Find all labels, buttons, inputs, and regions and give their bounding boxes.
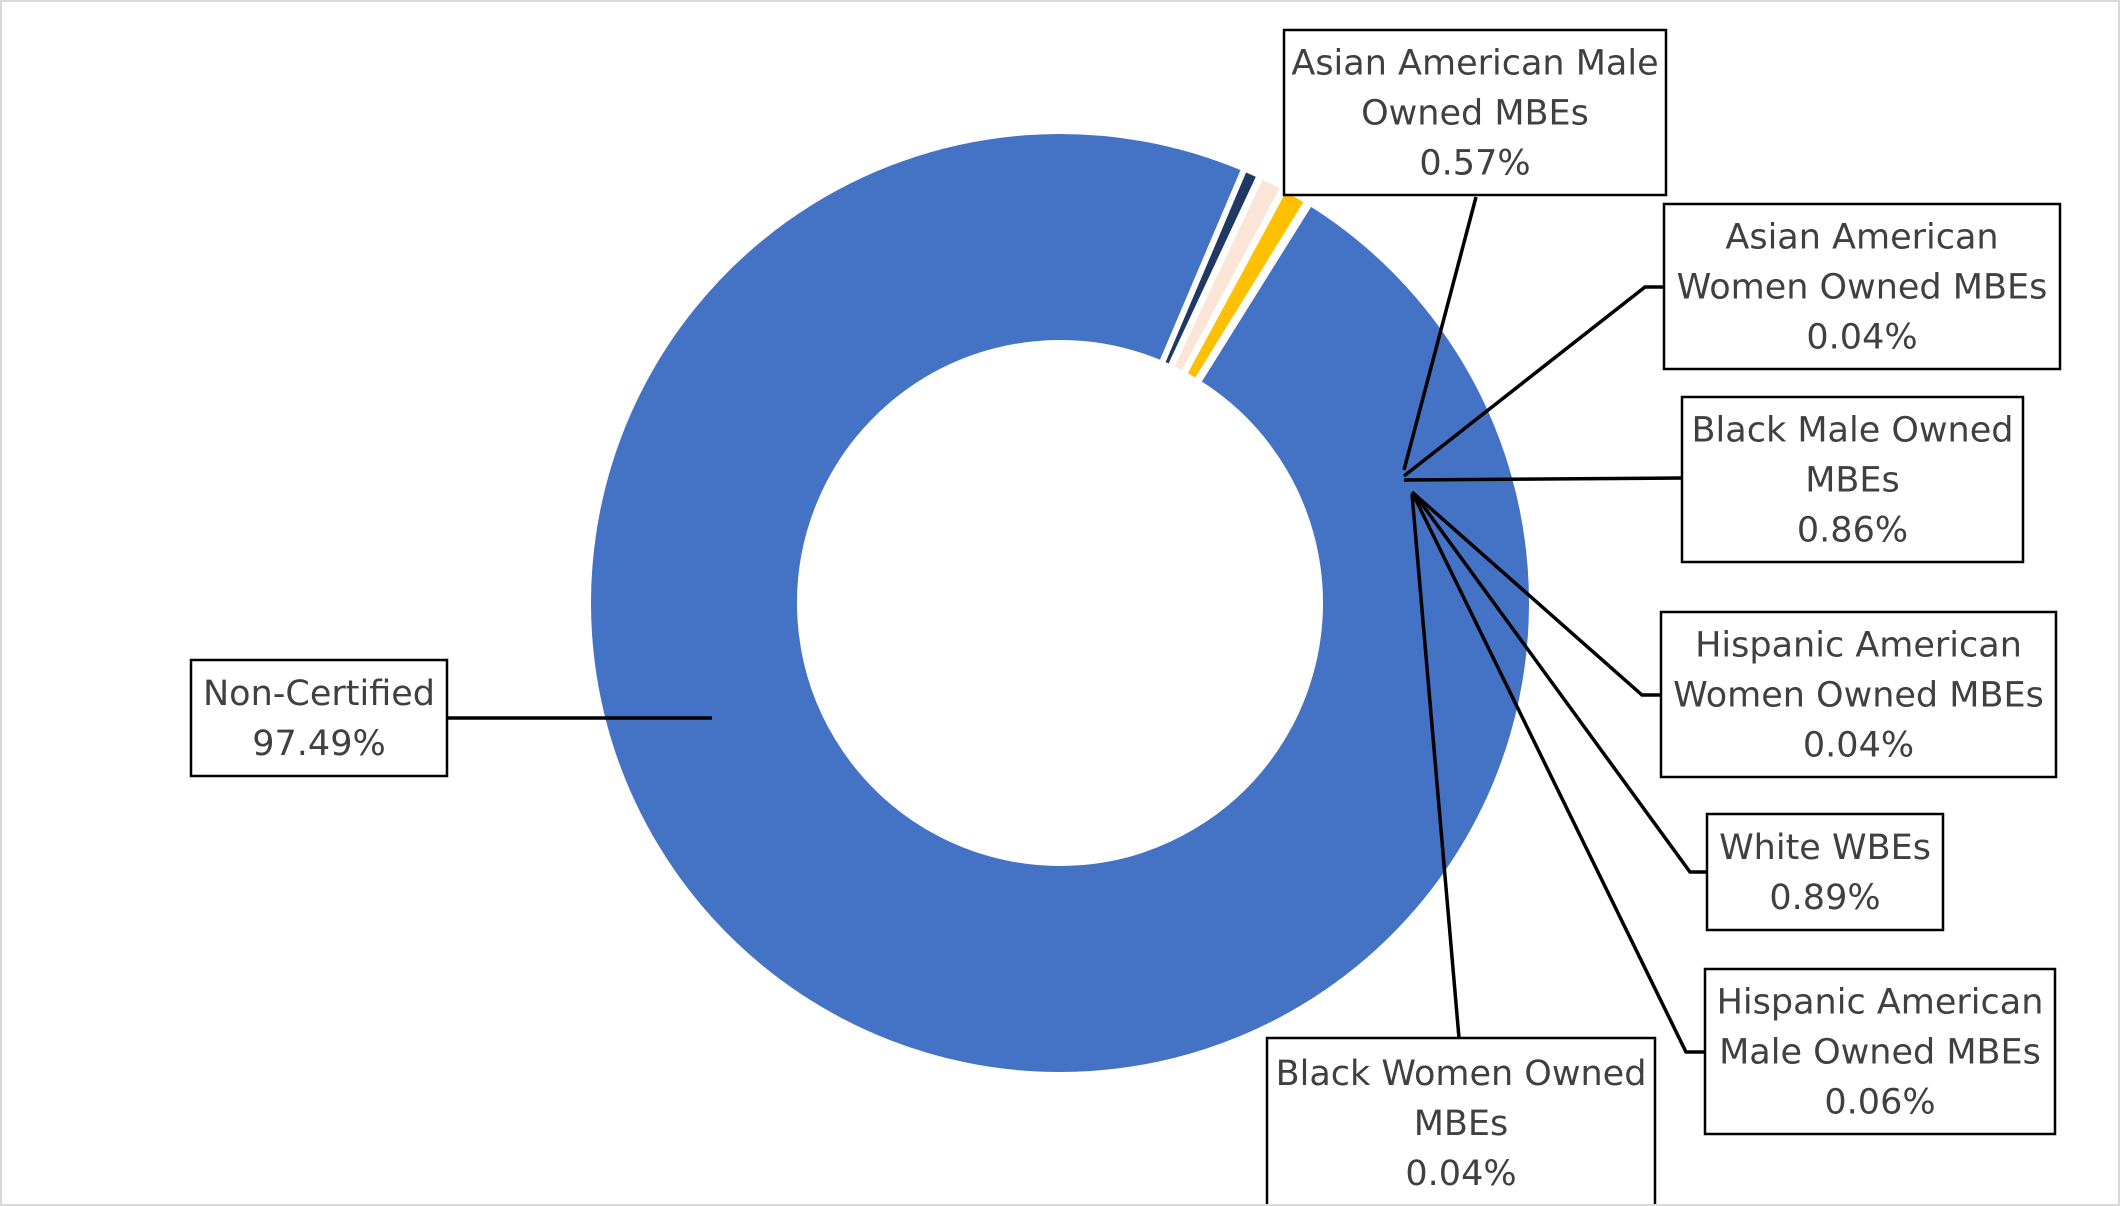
data-label-category: Black Male Owned	[1692, 411, 2014, 451]
data-label-category: White WBEs	[1719, 828, 1931, 868]
data-label: Non-Certified 97.49%	[189, 658, 449, 778]
data-label-value: 97.49%	[252, 724, 385, 764]
data-label-category: MBEs	[1805, 461, 1900, 501]
data-label-box	[189, 658, 449, 778]
data-label: Asian American Male Owned MBEs 0.57%	[1282, 28, 1668, 197]
slices-group	[585, 128, 1535, 1078]
data-label: Black Women Owned MBEs 0.04%	[1265, 1036, 1657, 1204]
data-label-category: Women Owned MBEs	[1673, 676, 2044, 716]
data-label-box	[1662, 202, 2062, 371]
data-label-value: 0.89%	[1769, 878, 1880, 918]
data-label-box	[1680, 395, 2025, 564]
data-label-category: Black Women Owned	[1276, 1054, 1647, 1094]
slice-non-certified	[585, 128, 1535, 1078]
leader-line-1	[1402, 285, 1664, 478]
data-label-category: Hispanic American	[1717, 983, 2044, 1023]
data-label-category: Male Owned MBEs	[1719, 1033, 2041, 1073]
data-label-box	[1705, 812, 1945, 932]
leader-line-5	[1412, 495, 1705, 1054]
data-label-box	[1265, 1036, 1657, 1204]
leader-lines	[447, 196, 1707, 1054]
data-label-box	[1282, 28, 1668, 197]
leader-line-6	[1410, 493, 1461, 1039]
data-label-box	[1659, 610, 2058, 779]
data-label: Asian American Women Owned MBEs 0.04%	[1662, 202, 2062, 371]
data-label-category: Asian American	[1725, 218, 1998, 258]
data-label-category: Asian American Male	[1291, 44, 1658, 84]
data-label: Black Male Owned MBEs 0.86%	[1680, 395, 2025, 564]
leader-line-4	[1414, 494, 1707, 874]
leader-line-0	[1402, 196, 1478, 471]
data-label-category: MBEs	[1414, 1104, 1509, 1144]
leader-line-3	[1410, 490, 1661, 697]
data-label-box	[1703, 967, 2057, 1136]
data-label-value: 0.86%	[1797, 511, 1908, 551]
data-label-category: Hispanic American	[1695, 626, 2022, 666]
data-label-value: 0.04%	[1803, 726, 1914, 766]
data-label: Hispanic American Women Owned MBEs 0.04%	[1659, 610, 2058, 779]
data-label-value: 0.04%	[1405, 1154, 1516, 1194]
data-label-category: Women Owned MBEs	[1677, 268, 2048, 308]
data-label: White WBEs 0.89%	[1705, 812, 1945, 932]
data-label-category: Non-Certified	[203, 674, 435, 714]
data-label-value: 0.04%	[1806, 318, 1917, 358]
leader-line-2	[1403, 476, 1683, 482]
data-label-category: Owned MBEs	[1361, 94, 1589, 134]
data-label-value: 0.06%	[1824, 1083, 1935, 1123]
data-label-value: 0.57%	[1419, 144, 1530, 184]
data-label: Hispanic American Male Owned MBEs 0.06%	[1703, 967, 2057, 1136]
